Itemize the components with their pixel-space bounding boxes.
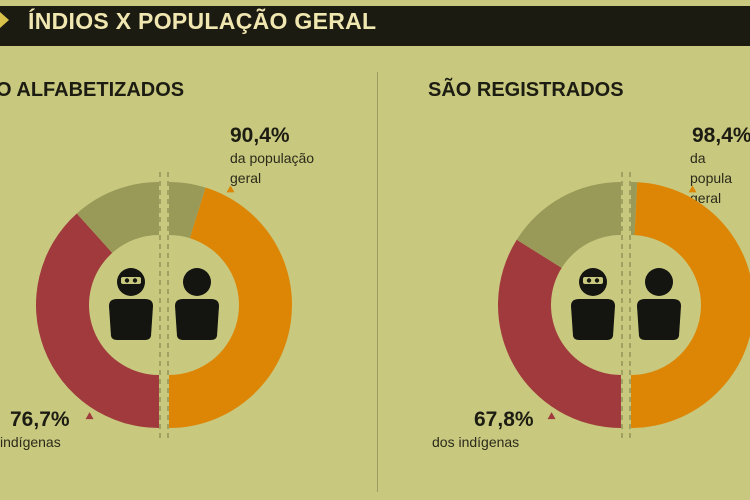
chart-title-literacy: O ALFABETIZADOS	[0, 79, 185, 101]
chart-title-registered: SÃO REGISTRADOS	[428, 79, 624, 101]
general-population-arc-registered	[631, 182, 750, 428]
general-desc-label-literacy: da população geral	[230, 150, 315, 186]
section-divider	[377, 72, 378, 492]
indigenous-pointer-icon-registered	[547, 412, 556, 420]
indigenous-pointer-icon-literacy	[85, 412, 94, 420]
general-pointer-icon-registered	[688, 185, 697, 193]
page-title: ÍNDIOS X POPULAÇÃO GERAL	[28, 8, 377, 34]
general-person-icon-registered	[637, 268, 681, 340]
indigenous-desc-label-literacy: indígenas	[0, 434, 61, 450]
indigenous-pct-label-registered: 67,8%	[474, 408, 534, 431]
indigenous-remainder-arc-registered	[516, 182, 621, 268]
indigenous-person-icon-registered	[571, 268, 615, 340]
header-band	[0, 6, 750, 46]
indigenous-arc-registered	[498, 239, 621, 428]
header-arrow-icon	[0, 12, 9, 28]
general-population-arc-literacy	[169, 187, 292, 428]
indigenous-remainder-arc-literacy	[76, 182, 159, 253]
indigenous-person-icon-literacy	[109, 268, 153, 340]
general-remainder-arc-registered	[631, 182, 638, 236]
indigenous-desc-label-registered: dos indígenas	[432, 434, 520, 450]
general-pct-label-literacy: 90,4%	[230, 124, 290, 147]
general-pct-label-registered: 98,4%	[692, 124, 750, 147]
general-person-icon-literacy	[175, 268, 219, 340]
indigenous-pct-label-literacy: 76,7%	[10, 408, 70, 431]
general-remainder-arc-literacy	[169, 182, 206, 239]
general-pointer-icon-literacy	[226, 185, 235, 193]
indigenous-arc-literacy	[36, 213, 159, 428]
